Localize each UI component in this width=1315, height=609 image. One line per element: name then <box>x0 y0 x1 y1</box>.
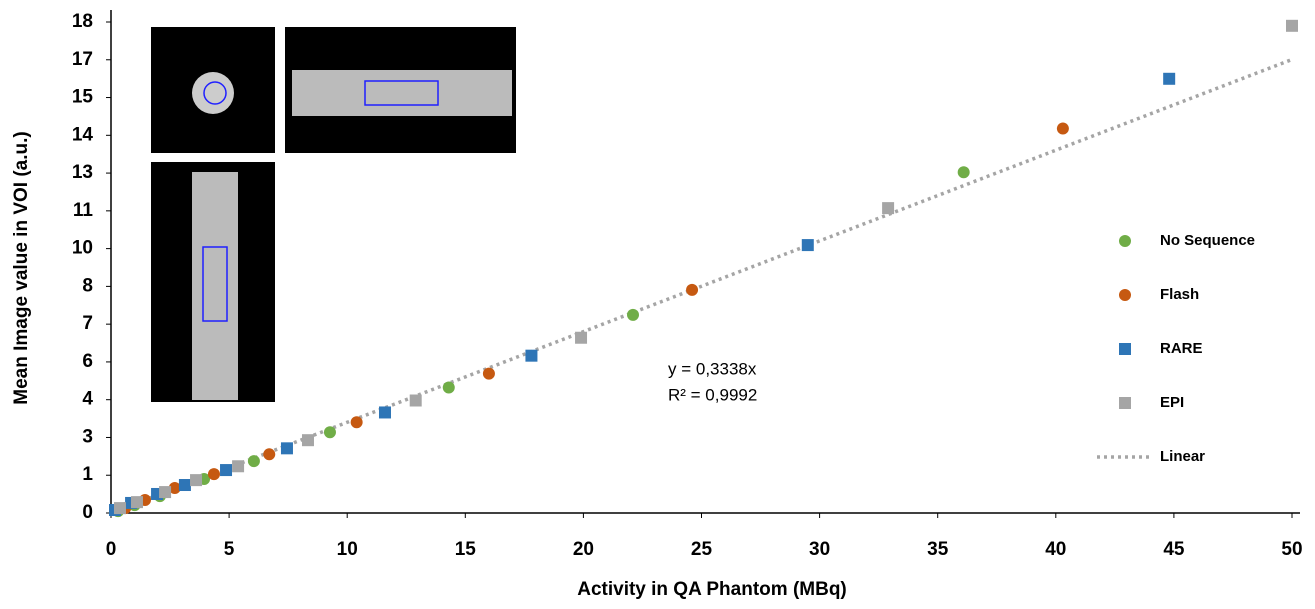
marker <box>324 426 336 438</box>
legend-label: EPI <box>1160 394 1184 411</box>
legend-marker <box>1119 289 1131 301</box>
chart: Activity in QA Phantom (MBq) Mean Image … <box>0 0 1315 604</box>
marker <box>131 496 143 508</box>
marker <box>627 309 639 321</box>
y-tick-label: 17 <box>72 49 93 70</box>
y-tick-label: 4 <box>82 389 93 410</box>
phantom-long <box>192 172 238 400</box>
y-axis-title: Mean Image value in VOI (a.u.) <box>11 131 32 404</box>
y-tick-label: 7 <box>82 313 93 334</box>
marker <box>281 442 293 454</box>
marker <box>179 479 191 491</box>
legend-marker <box>1119 235 1131 247</box>
legend-marker <box>1119 397 1131 409</box>
phantom-cross-section <box>192 72 234 114</box>
marker <box>263 448 275 460</box>
equation: y = 0,3338x <box>668 359 757 378</box>
marker <box>302 434 314 446</box>
marker <box>882 202 894 214</box>
marker <box>958 166 970 178</box>
y-tick-label: 13 <box>72 162 93 183</box>
marker <box>379 406 391 418</box>
x-tick-label: 35 <box>927 539 949 560</box>
marker <box>351 416 363 428</box>
r-squared: R² = 0,9992 <box>668 385 757 404</box>
marker <box>159 486 171 498</box>
x-tick-label: 15 <box>455 539 477 560</box>
marker <box>410 395 422 407</box>
y-tick-label: 10 <box>72 238 93 259</box>
x-tick-label: 20 <box>573 539 594 560</box>
x-tick-label: 45 <box>1163 539 1185 560</box>
y-tick-label: 14 <box>72 124 94 145</box>
legend-marker <box>1119 343 1131 355</box>
x-tick-label: 30 <box>809 539 830 560</box>
legend-label: No Sequence <box>1160 232 1255 249</box>
inset-images <box>151 27 516 402</box>
x-tick-label: 10 <box>337 539 358 560</box>
phantom-side <box>292 70 512 116</box>
y-tick-label: 8 <box>82 275 93 296</box>
x-tick-label: 5 <box>224 539 235 560</box>
y-tick-label: 3 <box>82 426 93 447</box>
x-tick-label: 50 <box>1281 539 1302 560</box>
legend-label: RARE <box>1160 340 1203 357</box>
marker <box>443 381 455 393</box>
y-tick-label: 15 <box>72 87 94 108</box>
y-tick-label: 18 <box>72 11 93 32</box>
marker <box>1286 20 1298 32</box>
y-tick-label: 11 <box>73 200 94 221</box>
marker <box>525 350 537 362</box>
marker <box>1163 73 1175 85</box>
marker <box>1057 123 1069 135</box>
marker <box>220 464 232 476</box>
x-tick-label: 0 <box>106 539 117 560</box>
x-axis-title: Activity in QA Phantom (MBq) <box>577 579 847 600</box>
marker <box>114 502 126 514</box>
legend-label: Flash <box>1160 286 1199 303</box>
marker <box>802 239 814 251</box>
marker <box>208 468 220 480</box>
legend-label: Linear <box>1160 448 1205 465</box>
marker <box>232 460 244 472</box>
marker <box>686 284 698 296</box>
marker <box>575 332 587 344</box>
y-tick-label: 1 <box>82 464 93 485</box>
marker <box>190 474 202 486</box>
x-tick-label: 40 <box>1045 539 1066 560</box>
x-tick-label: 25 <box>691 539 713 560</box>
y-tick-label: 0 <box>82 502 93 523</box>
y-tick-label: 6 <box>82 351 93 372</box>
marker <box>248 455 260 467</box>
marker <box>483 368 495 380</box>
